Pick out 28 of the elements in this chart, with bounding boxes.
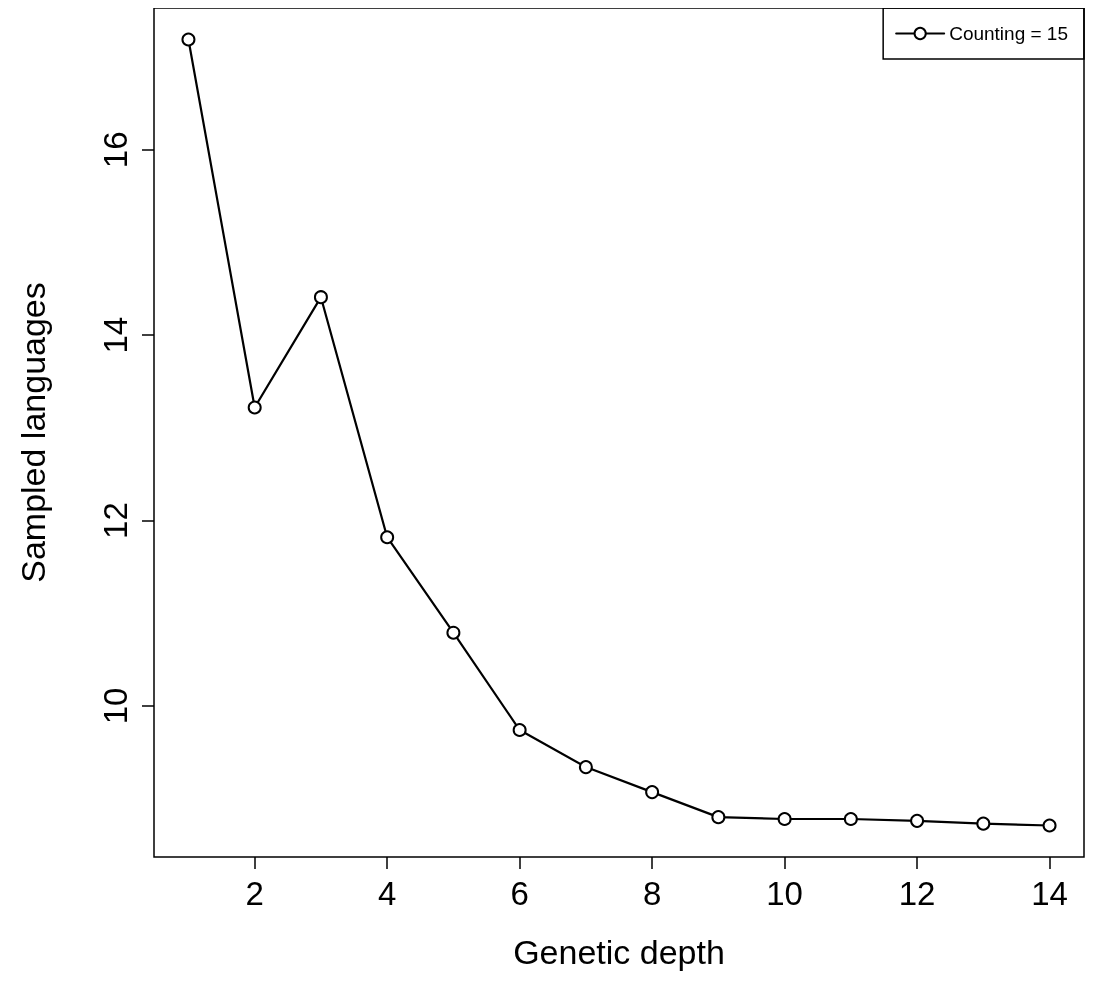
point bbox=[711, 810, 726, 825]
point bbox=[910, 813, 925, 828]
y-tick-label: 12 bbox=[97, 502, 134, 539]
x-tick-label: 12 bbox=[898, 875, 936, 912]
x-tick-label: 14 bbox=[1031, 875, 1068, 912]
point bbox=[1042, 818, 1057, 833]
x-axis-title: Genetic depth bbox=[513, 933, 725, 971]
point bbox=[578, 760, 593, 775]
point bbox=[313, 290, 328, 305]
y-axis-title: Sampled languages bbox=[14, 282, 52, 583]
y-tick-label: 10 bbox=[97, 687, 134, 725]
x-tick-label: 10 bbox=[766, 875, 803, 912]
legend-label: Counting = 15 bbox=[949, 23, 1068, 44]
x-tick-label: 2 bbox=[245, 875, 264, 912]
point bbox=[777, 812, 792, 826]
point bbox=[976, 816, 991, 831]
point bbox=[843, 812, 858, 826]
x-tick-label: 8 bbox=[642, 875, 662, 912]
point bbox=[645, 785, 660, 800]
point bbox=[181, 32, 196, 47]
point bbox=[247, 400, 262, 415]
point bbox=[512, 723, 527, 738]
y-tick-label: 16 bbox=[97, 131, 134, 169]
point bbox=[446, 625, 461, 640]
y-tick-label: 14 bbox=[97, 316, 134, 354]
x-tick-label: 4 bbox=[377, 875, 397, 912]
point bbox=[380, 530, 395, 545]
x-tick-label: 6 bbox=[510, 875, 529, 912]
